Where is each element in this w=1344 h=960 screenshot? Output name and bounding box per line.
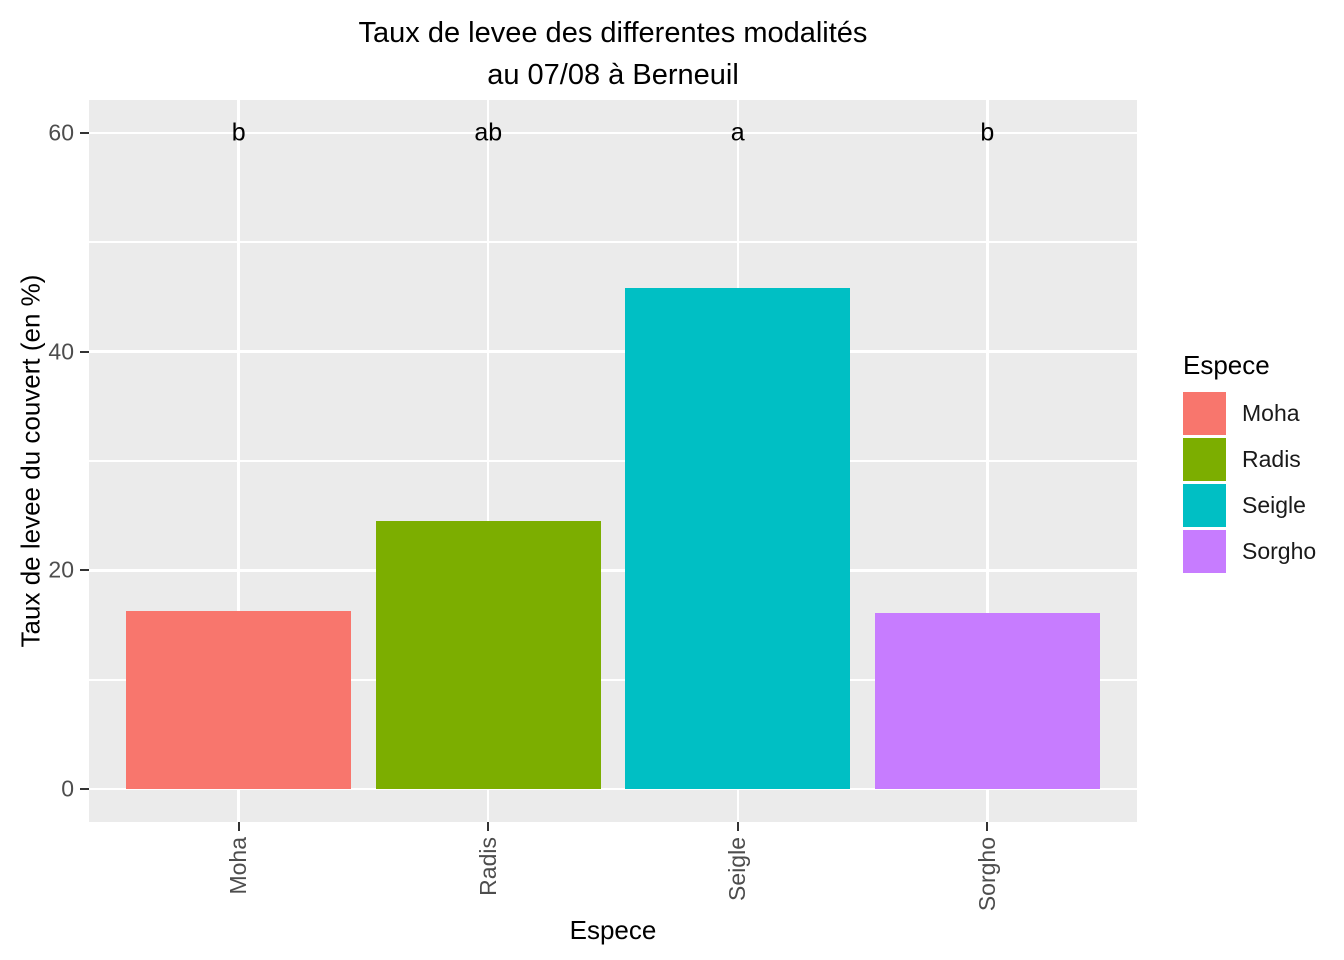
bar-moha <box>126 610 351 790</box>
y-tick-mark <box>80 788 89 791</box>
significance-letter: b <box>231 118 246 147</box>
y-tick-mark <box>80 131 89 134</box>
x-tick-mark <box>736 822 739 831</box>
gridline-major-vertical <box>237 100 240 822</box>
x-tick-label: Radis <box>474 837 501 896</box>
legend-swatch-radis <box>1183 438 1226 481</box>
plot-title: Taux de levee des differentes modalités … <box>89 12 1137 96</box>
legend-row: Sorgho <box>1183 530 1316 573</box>
gridline-major-vertical <box>486 100 490 822</box>
plot-title-line2: au 07/08 à Berneuil <box>487 59 739 91</box>
legend-label: Sorgho <box>1242 538 1317 564</box>
x-tick-label: Moha <box>225 837 252 895</box>
legend-swatch-sorgho <box>1183 530 1226 573</box>
legend: Espece Moha Radis Seigle Sorgho <box>1183 350 1316 576</box>
legend-entries: Moha Radis Seigle Sorgho <box>1183 392 1316 573</box>
y-axis-title: Taux de levee du couvert (en %) <box>15 274 46 648</box>
gridline-minor-horizontal <box>89 241 1137 243</box>
bar-seigle <box>625 288 851 790</box>
y-tick-label: 60 <box>48 119 74 146</box>
y-tick-mark <box>80 350 89 353</box>
gridline-major-vertical <box>986 100 989 822</box>
significance-letter: a <box>730 118 745 147</box>
legend-label: Moha <box>1242 400 1300 426</box>
y-tick-label: 0 <box>61 775 74 802</box>
x-axis-title: Espece <box>569 915 657 945</box>
gridline-major-horizontal <box>89 787 1137 791</box>
x-tick-mark <box>237 822 240 831</box>
legend-row: Seigle <box>1183 484 1316 527</box>
gridline-major-horizontal <box>89 350 1137 353</box>
significance-letter: ab <box>474 118 503 147</box>
x-tick-mark <box>487 822 490 831</box>
plot-title-line1: Taux de levee des differentes modalités <box>358 17 868 49</box>
legend-row: Radis <box>1183 438 1316 481</box>
x-tick-label: Sorgho <box>973 837 1000 912</box>
y-tick-label: 40 <box>48 338 74 365</box>
bar-radis <box>375 521 601 790</box>
gridline-major-horizontal <box>89 131 1137 135</box>
legend-swatch-seigle <box>1183 484 1226 527</box>
significance-letter: b <box>980 118 995 147</box>
y-tick-label: 20 <box>48 556 74 583</box>
bar-sorgho <box>875 613 1100 790</box>
gridline-major-horizontal <box>89 569 1137 572</box>
gridline-minor-horizontal <box>89 460 1137 462</box>
x-tick-mark <box>986 822 989 831</box>
legend-swatch-moha <box>1183 392 1226 435</box>
x-tick-label: Seigle <box>724 837 751 901</box>
legend-label: Radis <box>1242 446 1301 472</box>
legend-row: Moha <box>1183 392 1316 435</box>
legend-label: Seigle <box>1242 492 1306 518</box>
legend-title: Espece <box>1183 350 1270 380</box>
y-tick-mark <box>80 569 89 572</box>
gridline-minor-horizontal <box>89 679 1137 681</box>
